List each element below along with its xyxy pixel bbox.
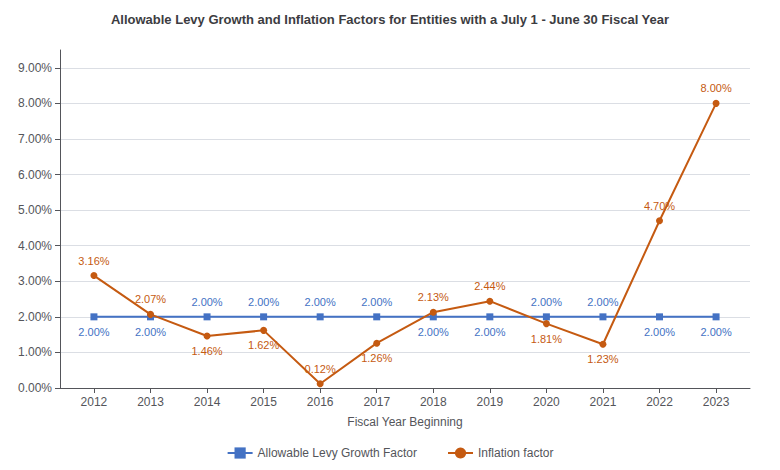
svg-text:1.62%: 1.62% (248, 339, 279, 351)
svg-text:1.26%: 1.26% (361, 352, 392, 364)
svg-text:2.00%: 2.00% (531, 296, 562, 308)
svg-text:5.00%: 5.00% (18, 203, 52, 217)
svg-text:2.00%: 2.00% (418, 326, 449, 338)
svg-text:2012: 2012 (81, 395, 108, 409)
svg-text:Fiscal Year Beginning: Fiscal Year Beginning (347, 415, 462, 429)
svg-text:2.00%: 2.00% (587, 296, 618, 308)
svg-text:2.00%: 2.00% (474, 326, 505, 338)
svg-text:4.00%: 4.00% (18, 239, 52, 253)
svg-text:2013: 2013 (137, 395, 164, 409)
svg-text:2.00%: 2.00% (191, 296, 222, 308)
svg-text:2.13%: 2.13% (418, 291, 449, 303)
svg-text:2021: 2021 (590, 395, 617, 409)
svg-text:1.46%: 1.46% (191, 345, 222, 357)
svg-text:Allowable Levy Growth and Infl: Allowable Levy Growth and Inflation Fact… (111, 12, 669, 27)
svg-text:8.00%: 8.00% (18, 96, 52, 110)
svg-text:2020: 2020 (533, 395, 560, 409)
svg-text:1.00%: 1.00% (18, 345, 52, 359)
svg-text:2023: 2023 (703, 395, 730, 409)
svg-text:3.16%: 3.16% (78, 255, 109, 267)
svg-text:6.00%: 6.00% (18, 168, 52, 182)
svg-text:0.00%: 0.00% (18, 381, 52, 395)
svg-text:2018: 2018 (420, 395, 447, 409)
svg-text:Inflation factor: Inflation factor (478, 446, 553, 460)
svg-text:2.44%: 2.44% (474, 280, 505, 292)
svg-text:2015: 2015 (250, 395, 277, 409)
svg-text:2.00%: 2.00% (248, 296, 279, 308)
svg-text:2.00%: 2.00% (78, 326, 109, 338)
svg-text:7.00%: 7.00% (18, 132, 52, 146)
svg-text:2017: 2017 (363, 395, 390, 409)
svg-text:2.00%: 2.00% (305, 296, 336, 308)
svg-text:2.00%: 2.00% (18, 310, 52, 324)
svg-text:2.00%: 2.00% (700, 326, 731, 338)
svg-text:3.00%: 3.00% (18, 274, 52, 288)
svg-text:1.81%: 1.81% (531, 333, 562, 345)
svg-text:9.00%: 9.00% (18, 61, 52, 75)
svg-text:0.12%: 0.12% (305, 363, 336, 375)
svg-text:Allowable Levy Growth Factor: Allowable Levy Growth Factor (258, 446, 417, 460)
svg-text:2016: 2016 (307, 395, 334, 409)
svg-text:2019: 2019 (476, 395, 503, 409)
svg-text:2.00%: 2.00% (135, 326, 166, 338)
svg-text:2014: 2014 (194, 395, 221, 409)
svg-text:8.00%: 8.00% (700, 82, 731, 94)
svg-text:4.70%: 4.70% (644, 200, 675, 212)
svg-text:2.00%: 2.00% (644, 326, 675, 338)
svg-text:2.07%: 2.07% (135, 293, 166, 305)
svg-text:2022: 2022 (646, 395, 673, 409)
svg-text:2.00%: 2.00% (361, 296, 392, 308)
svg-text:1.23%: 1.23% (587, 353, 618, 365)
